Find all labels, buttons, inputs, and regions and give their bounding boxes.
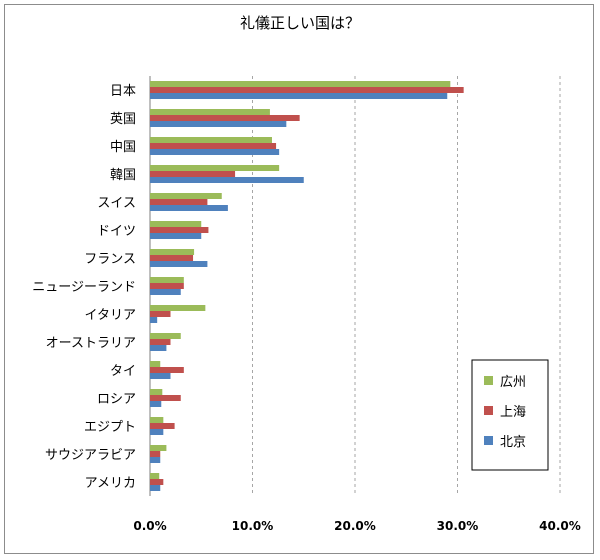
x-tick-label: 20.0% xyxy=(334,519,376,533)
x-tick-label: 40.0% xyxy=(539,519,581,533)
legend-label: 北京 xyxy=(500,435,526,450)
bar-北京-韓国 xyxy=(150,177,304,183)
bar-広州-韓国 xyxy=(150,165,280,171)
bar-北京-アメリカ xyxy=(150,485,161,491)
bar-上海-エジプト xyxy=(150,423,175,429)
category-label: イタリア xyxy=(85,308,136,323)
bar-北京-フランス xyxy=(150,261,208,267)
bar-広州-ロシア xyxy=(150,389,163,395)
category-label: 韓国 xyxy=(110,168,136,183)
bar-上海-英国 xyxy=(150,115,300,121)
category-label: タイ xyxy=(110,364,136,379)
bar-広州-タイ xyxy=(150,361,161,367)
bar-広州-イタリア xyxy=(150,305,206,311)
bar-広州-ドイツ xyxy=(150,221,202,227)
bar-上海-タイ xyxy=(150,367,184,373)
category-labels: 日本英国中国韓国スイスドイツフランスニュージーランドイタリアオーストラリアタイロ… xyxy=(32,84,136,491)
bar-上海-中国 xyxy=(150,143,277,149)
category-label: サウジアラビア xyxy=(45,448,136,463)
category-label: アメリカ xyxy=(85,476,136,491)
bar-上海-アメリカ xyxy=(150,479,164,485)
category-label: エジプト xyxy=(84,420,136,435)
category-label: ロシア xyxy=(97,392,136,407)
category-label: スイス xyxy=(97,196,136,211)
bar-北京-ドイツ xyxy=(150,233,202,239)
bar-広州-ニュージーランド xyxy=(150,277,184,283)
category-label: 日本 xyxy=(110,84,136,99)
x-tick-label: 0.0% xyxy=(133,519,166,533)
bar-広州-オーストラリア xyxy=(150,333,181,339)
bar-上海-フランス xyxy=(150,255,194,261)
bar-北京-日本 xyxy=(150,93,448,99)
legend-swatch xyxy=(484,376,493,385)
bar-北京-スイス xyxy=(150,205,228,211)
bar-北京-英国 xyxy=(150,121,287,127)
bar-北京-中国 xyxy=(150,149,280,155)
bar-北京-ロシア xyxy=(150,401,162,407)
bar-北京-サウジアラビア xyxy=(150,457,161,463)
category-label: 中国 xyxy=(110,140,136,155)
bar-広州-エジプト xyxy=(150,417,164,423)
category-label: オーストラリア xyxy=(46,336,136,351)
bar-北京-エジプト xyxy=(150,429,164,435)
bar-北京-ニュージーランド xyxy=(150,289,181,295)
bar-上海-韓国 xyxy=(150,171,236,177)
bar-北京-オーストラリア xyxy=(150,345,167,351)
bar-北京-タイ xyxy=(150,373,171,379)
bar-広州-日本 xyxy=(150,81,451,87)
x-axis-tick-labels: 0.0% 10.0% 20.0% 30.0% 40.0% xyxy=(133,519,580,533)
category-label: フランス xyxy=(84,252,136,267)
bar-上海-ドイツ xyxy=(150,227,209,233)
chart-title: 礼儀正しい国は？ xyxy=(240,14,360,32)
bar-広州-フランス xyxy=(150,249,195,255)
legend-swatch xyxy=(484,406,493,415)
bar-上海-スイス xyxy=(150,199,208,205)
bar-広州-サウジアラビア xyxy=(150,445,167,451)
bar-上海-イタリア xyxy=(150,311,171,317)
plot-area xyxy=(149,76,561,496)
bar-広州-中国 xyxy=(150,137,272,143)
x-tick-label: 30.0% xyxy=(437,519,479,533)
legend-label: 広州 xyxy=(500,375,526,390)
legend-label: 上海 xyxy=(500,405,526,420)
category-label: ニュージーランド xyxy=(32,280,136,295)
bar-広州-スイス xyxy=(150,193,222,199)
bar-上海-ニュージーランド xyxy=(150,283,184,289)
bar-上海-ロシア xyxy=(150,395,181,401)
bar-広州-英国 xyxy=(150,109,270,115)
legend-swatch xyxy=(484,436,493,445)
x-tick-label: 10.0% xyxy=(232,519,274,533)
category-label: 英国 xyxy=(110,112,136,127)
bar-上海-オーストラリア xyxy=(150,339,171,345)
bar-上海-日本 xyxy=(150,87,464,93)
bar-北京-イタリア xyxy=(150,317,158,323)
bar-広州-アメリカ xyxy=(150,473,160,479)
bar-上海-サウジアラビア xyxy=(150,451,161,457)
category-label: ドイツ xyxy=(97,224,136,239)
